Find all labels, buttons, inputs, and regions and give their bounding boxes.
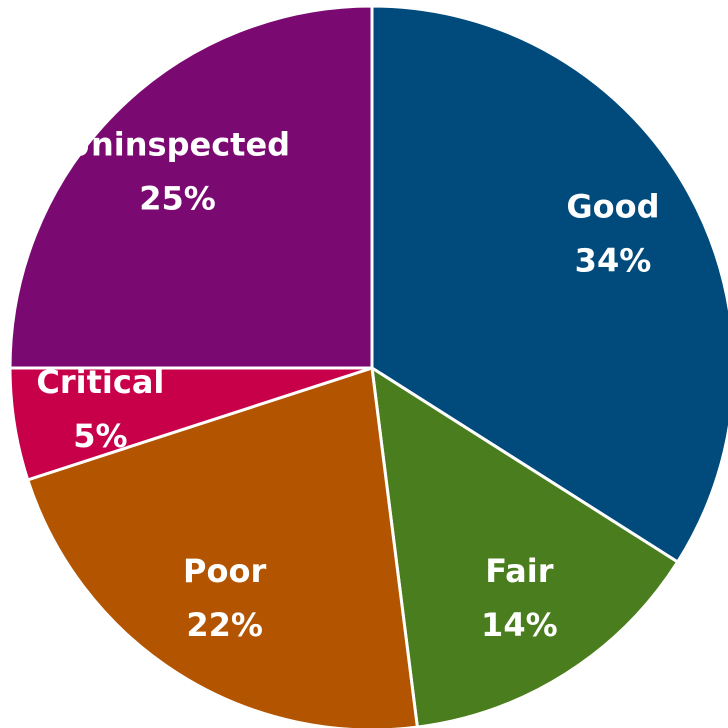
pie-slice [8,4,374,370]
pie-slice [25,366,419,728]
slice-label: Poor [183,552,266,590]
slice-value-label: 25% [139,180,216,218]
slice-label: Critical [36,363,164,401]
slice-value-label: 34% [575,242,652,280]
pie-slice [370,365,680,728]
slice-value-label: 22% [186,606,263,644]
slice-value-label: 5% [73,417,127,455]
slice-label: Fair [485,552,554,590]
slice-label: Uninspected [65,126,290,164]
slice-value-label: 14% [481,606,558,644]
slice-label: Good [566,188,659,226]
